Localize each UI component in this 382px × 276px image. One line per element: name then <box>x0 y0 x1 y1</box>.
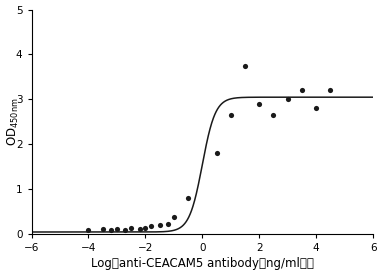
Point <box>270 113 277 117</box>
X-axis label: Log（anti-CEACAM5 antibody（ng/ml））: Log（anti-CEACAM5 antibody（ng/ml）） <box>91 258 314 270</box>
Point <box>256 102 262 106</box>
Y-axis label: OD$_\mathregular{450nm}$: OD$_\mathregular{450nm}$ <box>6 98 21 146</box>
Point <box>128 226 134 231</box>
Point <box>228 113 234 117</box>
Point <box>327 88 333 93</box>
Point <box>313 105 319 110</box>
Point <box>242 63 248 68</box>
Point <box>157 223 163 227</box>
Point <box>299 88 305 93</box>
Point <box>148 224 154 228</box>
Point <box>108 227 114 232</box>
Point <box>171 215 177 219</box>
Point <box>100 227 106 232</box>
Point <box>137 227 143 231</box>
Point <box>142 225 149 230</box>
Point <box>285 97 291 102</box>
Point <box>214 151 220 156</box>
Point <box>185 196 191 200</box>
Point <box>122 227 128 232</box>
Point <box>165 222 171 227</box>
Point <box>114 227 120 231</box>
Point <box>86 228 92 232</box>
